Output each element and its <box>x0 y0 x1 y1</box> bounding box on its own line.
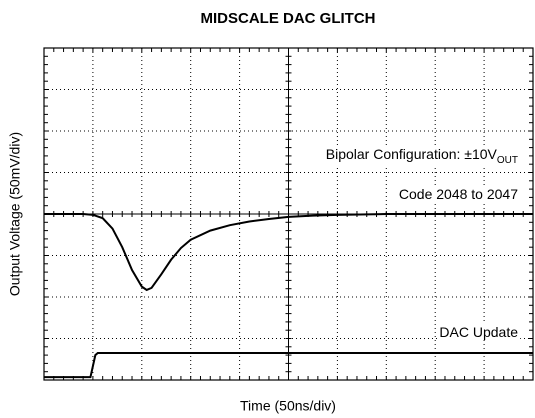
y-axis-label: Output Voltage (50mV/div) <box>7 132 23 296</box>
chart-title: MIDSCALE DAC GLITCH <box>201 10 376 27</box>
annotation: DAC Update <box>439 324 518 340</box>
x-axis-label: Time (50ns/div) <box>240 398 336 414</box>
annotation-group: Bipolar Configuration: ±10VOUT <box>323 145 520 167</box>
annotation-text: Code 2048 to 2047 <box>399 186 518 202</box>
label-background <box>323 145 520 167</box>
annotation-group: DAC Update <box>437 323 521 340</box>
label-background <box>437 323 521 340</box>
annotation-subscript: OUT <box>497 155 518 166</box>
annotation-text: Bipolar Configuration: ±10V <box>326 146 498 162</box>
label-background <box>396 185 521 202</box>
annotation: Bipolar Configuration: ±10VOUT <box>326 146 518 166</box>
series-label: DAC Update <box>439 324 518 340</box>
annotation-group: Code 2048 to 2047 <box>396 185 521 202</box>
annotation: Code 2048 to 2047 <box>399 186 518 202</box>
trace <box>44 213 533 292</box>
trace <box>44 352 533 379</box>
